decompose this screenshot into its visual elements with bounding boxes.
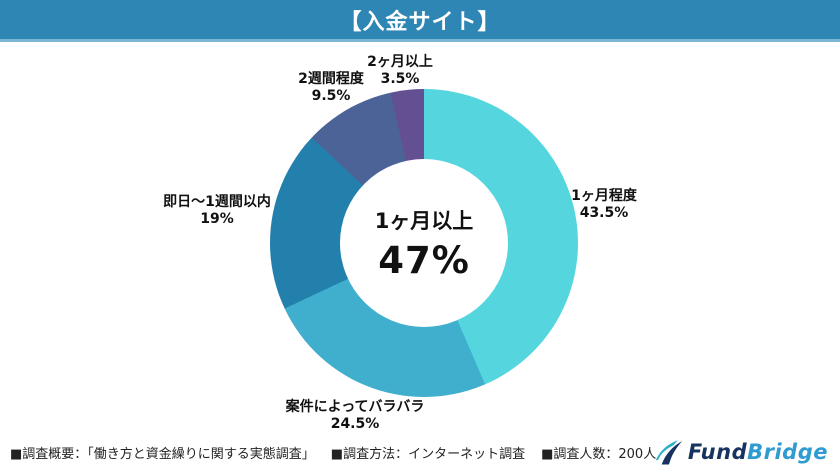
fundbridge-logo-text: FundBridge — [688, 440, 828, 464]
slice-label-over-2-months: 2ヶ月以上 3.5% — [367, 54, 433, 88]
slice-label-pct: 3.5% — [380, 71, 420, 87]
donut-ring: 1ヶ月以上 47% — [270, 89, 578, 397]
center-value: 47% — [378, 238, 470, 282]
fundbridge-logo-icon — [655, 440, 683, 465]
donut-center: 1ヶ月以上 47% — [340, 159, 508, 327]
survey-overview: ■調査概要：「働き方と資金繰りに関する実態調査」 — [10, 446, 315, 462]
slice-label-pct: 19% — [200, 211, 234, 227]
slice-label-pct: 24.5% — [330, 416, 380, 432]
source-footer: ■調査概要：「働き方と資金繰りに関する実態調査」 ■調査方法：インターネット調査… — [0, 432, 840, 472]
slice-label-text: 案件によってバラバラ — [285, 399, 425, 415]
slice-label-pct: 9.5% — [311, 88, 351, 104]
slice-label-within-1-week: 即日〜1週間以内 19% — [163, 194, 271, 228]
slice-label-text: 1ヶ月程度 — [571, 188, 637, 204]
donut-chart: 1ヶ月以上 47% 1ヶ月程度 43.5% 案件によってバラバラ 24.5% 即… — [0, 45, 840, 432]
survey-method: ■調査方法：インターネット調査 — [330, 446, 526, 462]
logo-text-fund: Fund — [687, 440, 748, 464]
title-bar: 【入金サイト】 — [0, 0, 840, 42]
slice-label-text: 即日〜1週間以内 — [163, 194, 271, 210]
slice-label-1-month: 1ヶ月程度 43.5% — [571, 188, 637, 222]
slice-label-text: 2ヶ月以上 — [367, 54, 433, 70]
slice-label-text: 2週間程度 — [298, 71, 364, 87]
survey-count: ■調査人数：200人 — [541, 446, 657, 462]
logo-text-bridge: Bridge — [747, 440, 828, 464]
center-label: 1ヶ月以上 — [374, 208, 474, 233]
slice-label-pct: 43.5% — [579, 205, 629, 221]
fundbridge-logo: FundBridge — [654, 438, 828, 466]
slice-label-2-weeks: 2週間程度 9.5% — [298, 71, 364, 105]
slice-label-varies: 案件によってバラバラ 24.5% — [286, 399, 425, 433]
page-title: 【入金サイト】 — [339, 9, 501, 35]
